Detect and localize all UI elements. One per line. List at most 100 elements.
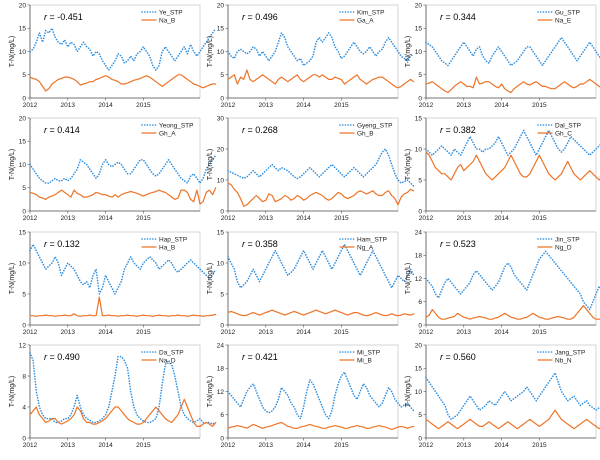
y-tick-label: 10	[415, 146, 423, 153]
correlation-label: r = 0.421	[242, 352, 278, 362]
r-symbol: r	[440, 239, 444, 249]
x-tick-label: 2014	[296, 102, 311, 109]
y-tick-label: 0	[418, 208, 422, 215]
r-equals: =	[245, 239, 255, 249]
y-tick-label: 20	[217, 146, 225, 153]
y-tick-label: 6	[220, 412, 224, 419]
x-tick-label: 2014	[98, 215, 113, 222]
y-tick-label: 18	[415, 253, 423, 260]
y-tick-label: 15	[19, 26, 27, 33]
river-series-line	[29, 74, 217, 92]
y-tick-label: 12	[415, 276, 423, 283]
correlation-label: r = 0.358	[242, 239, 278, 249]
r-equals: =	[245, 352, 255, 362]
x-tick-label: 2012	[23, 102, 38, 109]
x-tick-label: 2014	[296, 215, 311, 222]
stp-series-line	[425, 250, 600, 311]
correlation-label: r = 0.523	[440, 239, 476, 249]
y-tick-label: 5	[22, 291, 26, 298]
r-symbol: r	[242, 239, 246, 249]
river-series-line	[29, 296, 217, 317]
chart-panel-9: 0 6 12 18 24 2012 2013 2014 2015 T-N(mg/L) r = 0.5…	[405, 229, 600, 336]
stp-series-line	[29, 154, 217, 184]
correlation-label: r = 0.414	[44, 125, 80, 135]
r-equals: =	[47, 352, 57, 362]
y-tick-label: 10	[217, 49, 225, 56]
legend-label: Dal_STP	[555, 122, 581, 129]
x-tick-label: 2015	[532, 102, 547, 109]
r-symbol: r	[44, 352, 48, 362]
correlation-label: r = 0.560	[440, 352, 476, 362]
y-tick-label: 24	[415, 229, 423, 236]
x-tick-label: 2013	[457, 329, 472, 336]
y-axis-label: T-N(mg/L)	[207, 376, 214, 408]
r-symbol: r	[44, 239, 48, 249]
r-equals: =	[443, 125, 453, 135]
y-tick-label: 0	[418, 435, 422, 442]
y-axis-label: T-N(mg/L)	[405, 376, 412, 408]
y-tick-label: 5	[418, 177, 422, 184]
y-tick-label: 0	[418, 322, 422, 329]
y-tick-label: 5	[220, 291, 224, 298]
river-series-line	[227, 309, 415, 317]
stp-series-line	[29, 243, 217, 295]
y-tick-label: 10	[19, 260, 27, 267]
r-symbol: r	[242, 352, 246, 362]
y-axis-label: T-N(mg/L)	[9, 376, 16, 408]
x-tick-label: 2015	[334, 329, 349, 336]
y-tick-label: 8	[22, 373, 26, 380]
r-value: 0.132	[57, 239, 80, 249]
x-tick-label: 2012	[419, 442, 434, 449]
y-tick-label: 24	[217, 342, 225, 349]
y-tick-label: 10	[415, 389, 423, 396]
r-value: 0.490	[57, 352, 80, 362]
x-tick-label: 2013	[457, 102, 472, 109]
legend-label: Ng_A	[357, 244, 374, 251]
y-tick-label: 0	[418, 95, 422, 102]
y-tick-label: 0	[220, 322, 224, 329]
stp-series-line	[227, 32, 415, 67]
x-tick-label: 2014	[494, 215, 509, 222]
river-series-line	[227, 69, 415, 89]
legend-label: Gyeng_STP	[357, 122, 392, 129]
x-tick-label: 2012	[419, 215, 434, 222]
y-tick-label: 12	[19, 342, 27, 349]
r-value: 0.421	[255, 352, 278, 362]
r-value: 0.496	[255, 12, 278, 22]
x-tick-label: 2015	[136, 215, 151, 222]
y-axis-label: T-N(mg/L)	[9, 263, 16, 295]
legend-label: Hap_STP	[159, 236, 187, 243]
y-tick-label: 10	[19, 49, 27, 56]
x-tick-label: 2014	[98, 102, 113, 109]
river-series-line	[227, 421, 415, 431]
y-tick-label: 15	[19, 139, 27, 146]
y-tick-label: 6	[418, 299, 422, 306]
correlation-label: r = 0.268	[242, 125, 278, 135]
correlation-label: r = 0.344	[440, 12, 476, 22]
x-tick-label: 2013	[61, 442, 76, 449]
legend-label: Ye_STP	[159, 9, 183, 16]
y-axis-label: T-N(mg/L)	[405, 149, 412, 181]
x-tick-label: 2015	[136, 442, 151, 449]
legend-label: Ham_STP	[357, 236, 387, 243]
r-equals: =	[245, 125, 255, 135]
r-value: 0.344	[453, 12, 476, 22]
legend-label: Gh_A	[159, 130, 176, 137]
r-value: 0.560	[453, 352, 476, 362]
y-tick-label: 15	[217, 229, 225, 236]
r-value: 0.382	[453, 125, 476, 135]
y-tick-label: 0	[220, 95, 224, 102]
y-tick-label: 0	[22, 435, 26, 442]
x-tick-label: 2014	[494, 102, 509, 109]
stp-series-line	[227, 148, 415, 187]
correlation-label: r = 0.496	[242, 12, 278, 22]
river-series-line	[425, 409, 600, 430]
chart-panel-6: 0 5 10 15 2012 2013 2014 2015 T-N(mg/L) r = 0.382…	[405, 115, 600, 222]
stp-series-line	[425, 129, 600, 156]
y-tick-label: 15	[415, 115, 423, 122]
x-tick-label: 2014	[296, 329, 311, 336]
r-equals: =	[443, 239, 453, 249]
chart-panel-11: 0 6 12 18 24 2012 2013 2014 2015 T-N(mg/L) r = 0.4…	[207, 342, 415, 449]
y-tick-label: 0	[22, 208, 26, 215]
y-axis-label: T-N(mg/L)	[9, 149, 16, 181]
